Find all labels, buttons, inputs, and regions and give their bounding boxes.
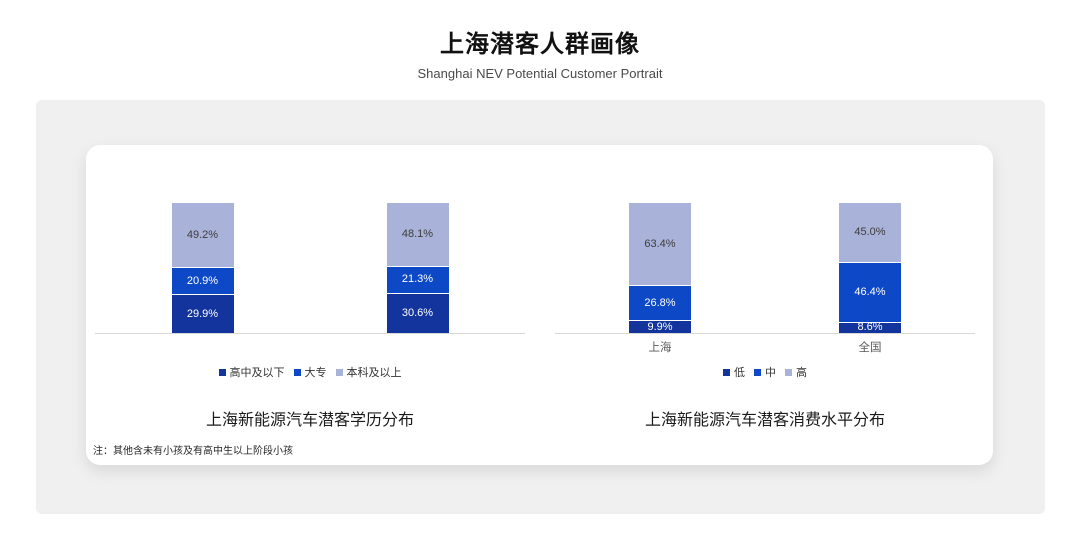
footnote: 注：其他含未有小孩及有高中生以上阶段小孩 [93,446,293,457]
segment-高: 45.0% [839,203,901,262]
page-title: 上海潜客人群画像 [440,31,640,58]
legend-label: 高中及以下 [229,367,285,379]
legend-item-大专: 大专 [293,364,327,380]
legend-label: 低 [734,367,745,379]
bar-上海: 63.4% 26.8% 9.9% [629,202,691,333]
page-subtitle: Shanghai NEV Potential Customer Portrait [417,66,663,81]
x-axis-label [378,339,458,355]
education-plot-area: 49.2% 20.9% 29.9% 48.1% 21.3% 30.6% [95,203,525,334]
segment-高中及以下: 29.9% [171,294,234,333]
legend-label: 中 [765,367,776,379]
legend-swatch [785,368,792,376]
education-legend: 高中及以下 大专 本科及以上 [95,364,525,380]
consumption-x-axis-labels: 上海 全国 [555,334,975,355]
segment-value-label: 49.2% [186,228,219,241]
background-panel: 49.2% 20.9% 29.9% 48.1% 21.3% 30.6% 高中及以下 大专 本科… [36,100,1045,514]
legend-swatch [335,368,343,376]
segment-大专: 21.3% [386,265,449,294]
chart-consumption: 63.4% 26.8% 9.9% 45.0% 46.4% 8.6% 上海 全国 低 中 高 上海… [555,145,975,430]
segment-value-label: 63.4% [644,237,676,250]
segment-value-label: 46.4% [854,285,886,298]
legend-label: 高 [796,367,807,379]
chart-education: 49.2% 20.9% 29.9% 48.1% 21.3% 30.6% 高中及以下 大专 本科… [95,145,525,430]
segment-value-label: 26.8% [644,296,676,309]
legend-item-低: 低 [723,364,745,380]
segment-中: 46.4% [839,261,901,322]
segment-中: 26.8% [629,285,691,321]
bar-col-2: 48.1% 21.3% 30.6% [386,203,449,333]
segment-高中及以下: 30.6% [386,293,449,333]
segment-低: 8.6% [839,321,901,334]
x-axis-label: 全国 [858,342,882,354]
segment-本科及以上: 49.2% [171,203,234,267]
legend-item-高中及以下: 高中及以下 [218,364,285,380]
legend-item-高: 高 [785,364,807,380]
x-axis-label: 上海 [648,342,672,354]
segment-value-label: 21.3% [401,273,434,286]
legend-swatch [218,368,226,376]
segment-value-label: 29.9% [186,307,219,320]
content-card: 49.2% 20.9% 29.9% 48.1% 21.3% 30.6% 高中及以下 大专 本科… [86,145,993,465]
segment-value-label: 30.6% [401,307,434,320]
legend-item-本科及以上: 本科及以上 [335,364,402,380]
segment-大专: 20.9% [171,266,234,295]
segment-value-label: 8.6% [857,321,883,334]
legend-item-中: 中 [754,364,776,380]
consumption-plot-area: 63.4% 26.8% 9.9% 45.0% 46.4% 8.6% [555,202,975,334]
segment-value-label: 45.0% [854,225,886,238]
consumption-legend: 低中高 [555,364,975,380]
charts-row: 49.2% 20.9% 29.9% 48.1% 21.3% 30.6% 高中及以下 大专 本科… [86,145,993,430]
consumption-chart-title: 上海新能源汽车潜客消费水平分布 [644,412,885,429]
bar-全国: 45.0% 46.4% 8.6% [839,203,901,333]
bar-col-1: 49.2% 20.9% 29.9% [171,203,234,333]
legend-swatch [723,368,730,376]
legend-label: 大专 [304,367,327,379]
legend-label: 本科及以上 [346,367,402,379]
legend-swatch [293,368,301,376]
segment-低: 9.9% [629,320,691,333]
segment-高: 63.4% [629,202,691,286]
segment-本科及以上: 48.1% [386,203,449,266]
segment-value-label: 48.1% [401,227,434,240]
x-axis-label [163,339,243,355]
education-chart-title: 上海新能源汽车潜客学历分布 [205,412,414,429]
legend-swatch [754,368,761,376]
report-header: 上海潜客人群画像 Shanghai NEV Potential Customer… [0,0,1080,81]
segment-value-label: 9.9% [647,320,673,333]
education-x-axis-labels [95,334,525,355]
segment-value-label: 20.9% [186,274,219,287]
